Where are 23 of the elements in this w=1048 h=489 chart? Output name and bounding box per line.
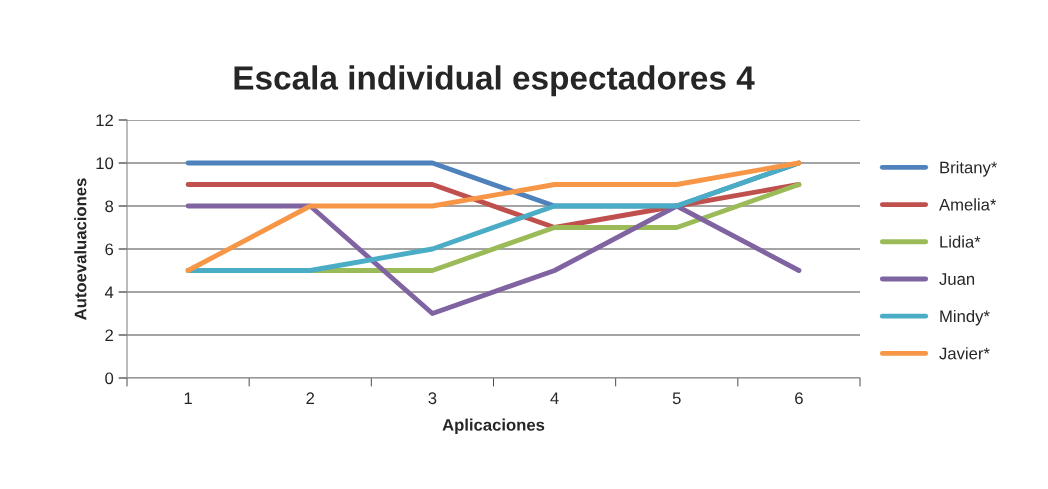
legend-label: Javier*	[939, 347, 990, 360]
y-tick-label: 2	[105, 329, 113, 342]
y-tick-label: 8	[105, 200, 114, 213]
legend-label: Juan	[939, 273, 975, 285]
x-tick-label: 2	[306, 392, 315, 404]
x-tick-label: 6	[795, 392, 803, 405]
y-axis-title: Autoevaluaciones	[74, 178, 87, 320]
y-tick-label: 0	[105, 372, 114, 385]
x-tick-label: 1	[184, 392, 192, 404]
legend-label: Lidia*	[940, 235, 981, 248]
y-tick-label: 12	[96, 114, 113, 127]
x-tick-label: 3	[428, 392, 437, 405]
y-tick-label: 10	[96, 157, 114, 170]
chart-title: Escala individual espectadores 4	[234, 65, 755, 97]
x-tick-label: 4	[550, 392, 559, 404]
legend-label: Britany*	[940, 161, 998, 177]
legend-label: Mindy*	[940, 309, 990, 326]
y-tick-label: 4	[104, 286, 114, 299]
legend-label: Amelia*	[939, 198, 997, 211]
line-series	[185, 160, 802, 273]
y-tick-label: 6	[105, 243, 114, 256]
x-tick-label: 5	[672, 392, 681, 405]
x-axis-title: Aplicaciones	[442, 418, 545, 435]
